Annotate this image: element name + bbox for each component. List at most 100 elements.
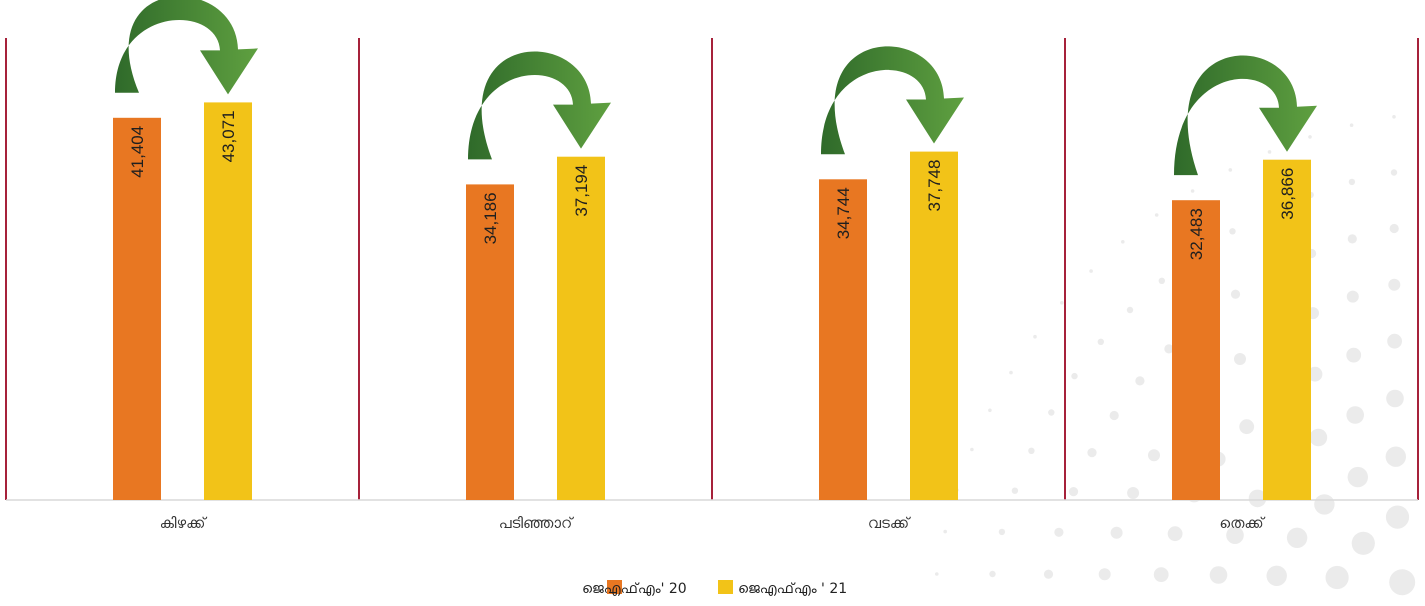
decorative-dot xyxy=(1153,567,1169,582)
decorative-dot xyxy=(1347,466,1369,488)
decorative-dot xyxy=(1164,344,1174,354)
decorative-dot xyxy=(1098,568,1111,581)
decorative-dot xyxy=(1068,487,1079,497)
decorative-dot xyxy=(1351,531,1375,555)
decorative-dot xyxy=(1054,527,1064,537)
decorative-dot xyxy=(1135,376,1145,386)
decorative-dot xyxy=(998,528,1006,536)
curved-arrow-icon xyxy=(821,46,964,155)
decorative-dot xyxy=(1385,505,1410,529)
decorative-dot xyxy=(1158,277,1166,284)
decorative-dot xyxy=(1228,168,1233,172)
decorative-dot xyxy=(1087,448,1097,458)
category-labels: കിഴക്ക് പടിഞ്ഞാറ് വടക്ക് തെക്ക് xyxy=(160,514,1267,532)
legend: ജെഎഫ്എം' 20 ജെഎഫ്എം ' 21 xyxy=(582,580,847,597)
legend-label: ജെഎഫ്എം ' 21 xyxy=(738,581,847,597)
curved-arrow-icon xyxy=(115,0,258,95)
decorative-dot xyxy=(1239,419,1255,435)
bar-value-label: 41,404 xyxy=(128,126,147,178)
decorative-dot xyxy=(1190,189,1195,193)
decorative-dot xyxy=(1009,370,1013,375)
bar xyxy=(1263,159,1311,500)
decorative-dot xyxy=(1385,446,1407,467)
decorative-dot xyxy=(1011,487,1019,494)
decorative-dot xyxy=(1033,334,1037,339)
decorative-dot xyxy=(1307,366,1323,382)
bar xyxy=(1172,200,1220,500)
decorative-dot xyxy=(1110,526,1123,539)
decorative-dot xyxy=(970,447,974,452)
decorative-dot xyxy=(1043,569,1054,579)
decorative-dot xyxy=(1347,234,1357,244)
decorative-dot xyxy=(1286,527,1308,548)
growth-arrows xyxy=(115,0,1317,176)
bar-value-label: 37,748 xyxy=(925,160,944,212)
bar-value-label: 37,194 xyxy=(572,165,591,217)
decorative-dot xyxy=(1226,526,1244,544)
decorative-dot xyxy=(1314,494,1335,515)
decorative-dot xyxy=(1390,169,1398,176)
decorative-dot-pattern xyxy=(935,115,1416,596)
decorative-dot xyxy=(1266,565,1287,586)
decorative-dot xyxy=(989,570,996,578)
decorative-dot xyxy=(1267,150,1272,154)
bar xyxy=(819,179,867,501)
decorative-dot xyxy=(1325,565,1349,590)
bar xyxy=(466,184,514,500)
decorative-dot xyxy=(1389,569,1416,596)
decorative-dot xyxy=(1167,526,1183,542)
decorative-dot xyxy=(1028,447,1035,454)
decorative-dot xyxy=(1089,269,1093,273)
bar-value-label: 36,866 xyxy=(1278,168,1297,220)
category-label: വടക്ക് xyxy=(868,514,912,532)
curved-arrow-icon xyxy=(1174,55,1317,176)
bar xyxy=(204,102,252,501)
decorative-dot xyxy=(1346,347,1362,363)
decorative-dot xyxy=(988,408,992,413)
legend-swatch xyxy=(718,580,733,594)
decorative-dot xyxy=(1230,289,1241,299)
decorative-dot xyxy=(1209,566,1228,584)
decorative-dot xyxy=(1389,223,1399,234)
legend-label: ജെഎഫ്എം' 20 xyxy=(582,581,687,597)
bar-value-label: 34,186 xyxy=(481,192,500,244)
legend-swatch xyxy=(607,580,622,594)
decorative-dot xyxy=(1127,487,1140,499)
decorative-dot xyxy=(1097,338,1105,345)
decorative-dot xyxy=(1346,290,1359,303)
decorative-dot xyxy=(1060,301,1064,305)
decorative-dot xyxy=(1109,410,1119,421)
decorative-dot xyxy=(1392,115,1396,119)
bar xyxy=(113,117,161,501)
decorative-dot xyxy=(1148,449,1160,462)
bar-value-label: 34,744 xyxy=(834,187,853,239)
decorative-dot xyxy=(1234,353,1246,365)
decorative-dot xyxy=(1309,428,1328,447)
category-dividers xyxy=(5,38,1419,500)
decorative-dot xyxy=(1229,228,1236,235)
decorative-dot xyxy=(1346,406,1364,424)
bar xyxy=(557,156,605,500)
decorative-dot xyxy=(1071,372,1078,380)
decorative-dot xyxy=(935,572,939,576)
decorative-dot xyxy=(943,529,947,534)
decorative-dot xyxy=(1308,135,1312,139)
bar-value-label: 43,071 xyxy=(219,110,238,162)
bars: 41,404 43,071 34,186 37,194 34,744 37,748 32,4… xyxy=(113,102,1311,501)
curved-arrow-icon xyxy=(468,51,611,160)
decorative-dot xyxy=(1154,213,1159,217)
bar-value-label: 32,483 xyxy=(1187,208,1206,260)
decorative-dot xyxy=(1248,489,1267,508)
decorative-dot xyxy=(1386,389,1404,408)
decorative-dot xyxy=(1387,333,1402,349)
category-label: പടിഞ്ഞാറ് xyxy=(499,514,575,532)
decorative-dot xyxy=(1121,240,1125,244)
decorative-dot xyxy=(1048,409,1055,416)
category-label: കിഴക്ക് xyxy=(160,514,208,532)
decorative-dot xyxy=(1348,178,1356,186)
bar xyxy=(910,151,958,500)
decorative-dot xyxy=(1388,278,1401,291)
category-label: തെക്ക് xyxy=(1219,514,1266,532)
decorative-dot xyxy=(1126,306,1134,314)
